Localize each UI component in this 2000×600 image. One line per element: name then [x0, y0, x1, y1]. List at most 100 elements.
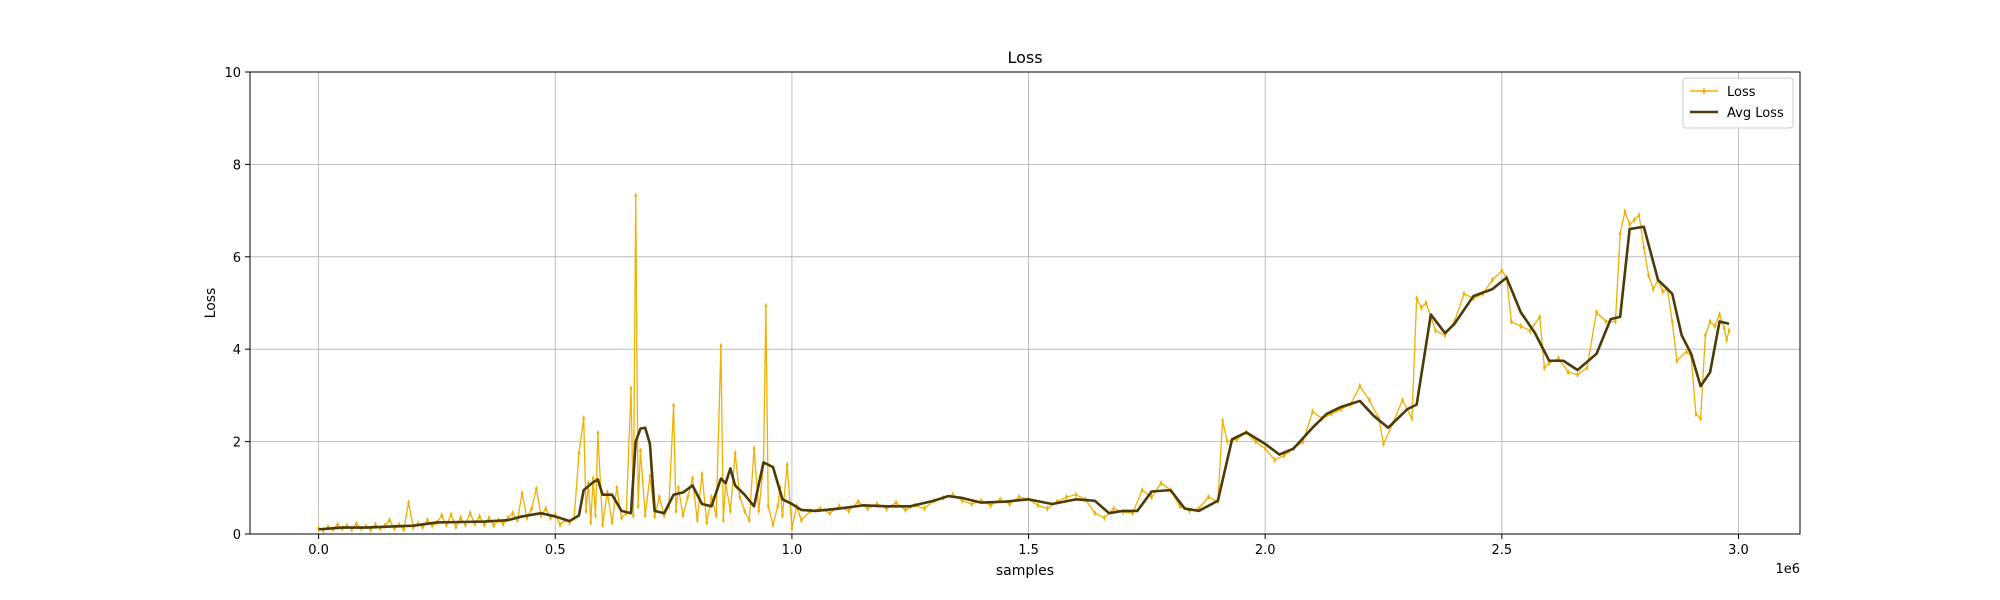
- loss-point: [695, 516, 699, 524]
- loss-point: [610, 519, 614, 526]
- loss-point: [1150, 493, 1154, 501]
- loss-point: [1500, 267, 1504, 275]
- loss-point: [1462, 290, 1466, 298]
- loss-point: [1453, 318, 1456, 325]
- loss-point: [1628, 221, 1632, 228]
- loss-point: [1410, 415, 1414, 422]
- loss-point: [1566, 368, 1570, 376]
- loss-point: [747, 516, 751, 524]
- loss-point: [1254, 438, 1258, 445]
- loss-point: [1595, 308, 1598, 316]
- loss-point: [1036, 501, 1040, 509]
- loss-point: [440, 512, 444, 519]
- y-tick-label: 8: [233, 158, 241, 173]
- loss-point: [1585, 364, 1589, 372]
- loss-point: [1112, 505, 1116, 512]
- loss-point: [714, 512, 718, 519]
- loss-point: [402, 525, 406, 533]
- loss-point: [1670, 318, 1674, 325]
- loss-point: [1424, 299, 1428, 307]
- loss-point: [1604, 318, 1608, 325]
- loss-point: [764, 302, 768, 310]
- loss-point: [1017, 493, 1021, 501]
- loss-point: [591, 475, 595, 482]
- y-tick-label: 0: [233, 528, 241, 543]
- loss-point: [790, 525, 794, 532]
- loss-point: [426, 516, 429, 524]
- x-tick-label: 0.5: [545, 543, 566, 558]
- x-tick-label: 2.0: [1255, 543, 1276, 558]
- x-offset-label: 1e6: [1775, 562, 1800, 577]
- loss-point: [1102, 514, 1106, 522]
- loss-point: [501, 520, 505, 528]
- legend-marker-loss: [1702, 87, 1706, 95]
- loss-point: [487, 514, 491, 522]
- loss-point: [766, 502, 770, 510]
- loss-point: [1543, 364, 1546, 372]
- loss-point: [1221, 417, 1224, 425]
- loss-point: [1434, 327, 1437, 335]
- loss-point: [468, 509, 472, 517]
- loss-point: [1415, 294, 1419, 302]
- x-axis-ticks: 0.0 0.5 1.0 1.5 2.0 2.5 3.0: [308, 534, 1749, 558]
- loss-point: [1637, 211, 1641, 219]
- loss-point: [1647, 271, 1650, 279]
- loss-point: [449, 511, 453, 518]
- x-tick-label: 1.0: [782, 543, 803, 558]
- loss-point: [989, 501, 993, 509]
- loss-point: [1419, 304, 1423, 312]
- loss-point: [1727, 327, 1731, 335]
- loss-point: [733, 449, 737, 457]
- loss-point: [620, 514, 623, 522]
- loss-point: [1140, 486, 1144, 494]
- loss-point: [577, 449, 581, 457]
- loss-point: [1713, 322, 1717, 330]
- loss-point: [1675, 357, 1679, 365]
- loss-point: [1367, 396, 1371, 404]
- loss-point: [582, 415, 586, 422]
- loss-point: [799, 516, 803, 524]
- loss-point: [681, 512, 685, 519]
- y-tick-label: 4: [233, 343, 241, 358]
- loss-point: [1725, 336, 1729, 344]
- loss-point: [1651, 285, 1655, 293]
- loss-point: [923, 505, 926, 512]
- loss-point: [1382, 440, 1385, 448]
- loss-point: [388, 516, 392, 524]
- loss-point: [674, 507, 678, 515]
- loss-point: [719, 342, 723, 350]
- loss-point: [520, 489, 524, 497]
- loss-point: [672, 402, 675, 409]
- loss-point: [1358, 382, 1362, 390]
- legend-label-avg-loss: Avg Loss: [1727, 106, 1784, 121]
- loss-point: [639, 447, 642, 455]
- loss-point: [1330, 410, 1333, 418]
- loss-point: [636, 502, 640, 510]
- loss-point: [1401, 396, 1404, 404]
- loss-point: [743, 507, 746, 515]
- loss-point: [601, 521, 604, 529]
- loss-point: [686, 493, 690, 501]
- loss-point: [1685, 348, 1688, 355]
- loss-point: [1618, 230, 1622, 238]
- y-axis-ticks: 0 2 4 6 8 10: [224, 66, 250, 543]
- loss-point: [847, 507, 851, 515]
- loss-point: [544, 505, 548, 512]
- loss-point: [1282, 452, 1286, 459]
- loss-point: [407, 499, 410, 506]
- loss-point: [970, 500, 974, 508]
- plot-frame: [249, 71, 1801, 535]
- loss-point: [653, 513, 657, 520]
- loss-point: [648, 472, 652, 480]
- loss-point: [1074, 491, 1078, 499]
- x-tick-label: 1.5: [1018, 543, 1039, 558]
- loss-point: [1538, 313, 1542, 321]
- y-tick-label: 10: [224, 66, 241, 81]
- loss-point: [828, 509, 832, 517]
- loss-point: [705, 519, 709, 526]
- y-tick-label: 2: [233, 436, 241, 451]
- loss-point: [676, 484, 680, 492]
- legend-label-loss: Loss: [1727, 85, 1756, 100]
- loss-point: [1576, 371, 1579, 379]
